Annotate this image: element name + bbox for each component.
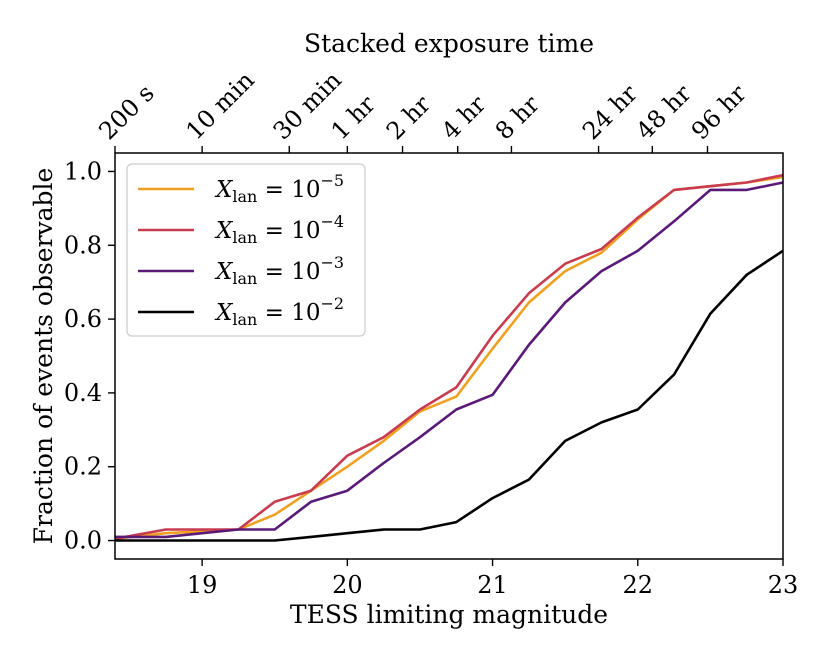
top-tick-label: 48 hr [631,79,697,145]
legend: Xlan = 10−5 Xlan = 10−4 Xlan = 10−3 Xlan = … [126,163,366,337]
top-tick-label: 2 hr [381,90,436,145]
y-tick-label: 0.4 [64,379,102,407]
y-tick-label: 0.8 [64,231,102,259]
legend-label: Xlan = 10−5 [214,171,344,206]
x-tick-label: 23 [768,571,799,599]
top-tick-label: 8 hr [490,90,545,145]
top-tick-label: 10 min [181,66,260,145]
legend-label: Xlan = 10−2 [214,294,344,329]
plot-frame [114,152,784,560]
x-tick-label: 20 [332,571,363,599]
series-layer [114,173,784,542]
left-axis: 0.0 0.2 0.4 0.6 0.8 1.0 [64,157,115,555]
x-axis-title: TESS limiting magnitude [290,600,608,629]
y-tick-label: 0.0 [64,527,102,555]
top-axis-title: Stacked exposure time [304,29,594,58]
top-tick-label: 24 hr [577,79,643,145]
y-tick-label: 0.6 [64,305,102,333]
x-tick-label: 19 [187,571,218,599]
top-tick-label: 96 hr [686,79,752,145]
y-axis-title: Fraction of events observable [29,168,58,545]
y-tick-label: 1.0 [64,157,102,185]
series-line-3 [115,249,784,542]
legend-label: Xlan = 10−4 [214,212,344,247]
series-line-2 [115,181,784,539]
top-tick-label: 200 s [93,79,159,145]
legend-label: Xlan = 10−3 [214,253,344,288]
bottom-axis: 19 20 21 22 23 [187,559,798,599]
y-tick-label: 0.2 [64,453,102,481]
x-tick-label: 22 [623,571,654,599]
top-tick-label: 4 hr [436,90,491,145]
x-tick-label: 21 [477,571,508,599]
legend-frame [126,163,366,337]
